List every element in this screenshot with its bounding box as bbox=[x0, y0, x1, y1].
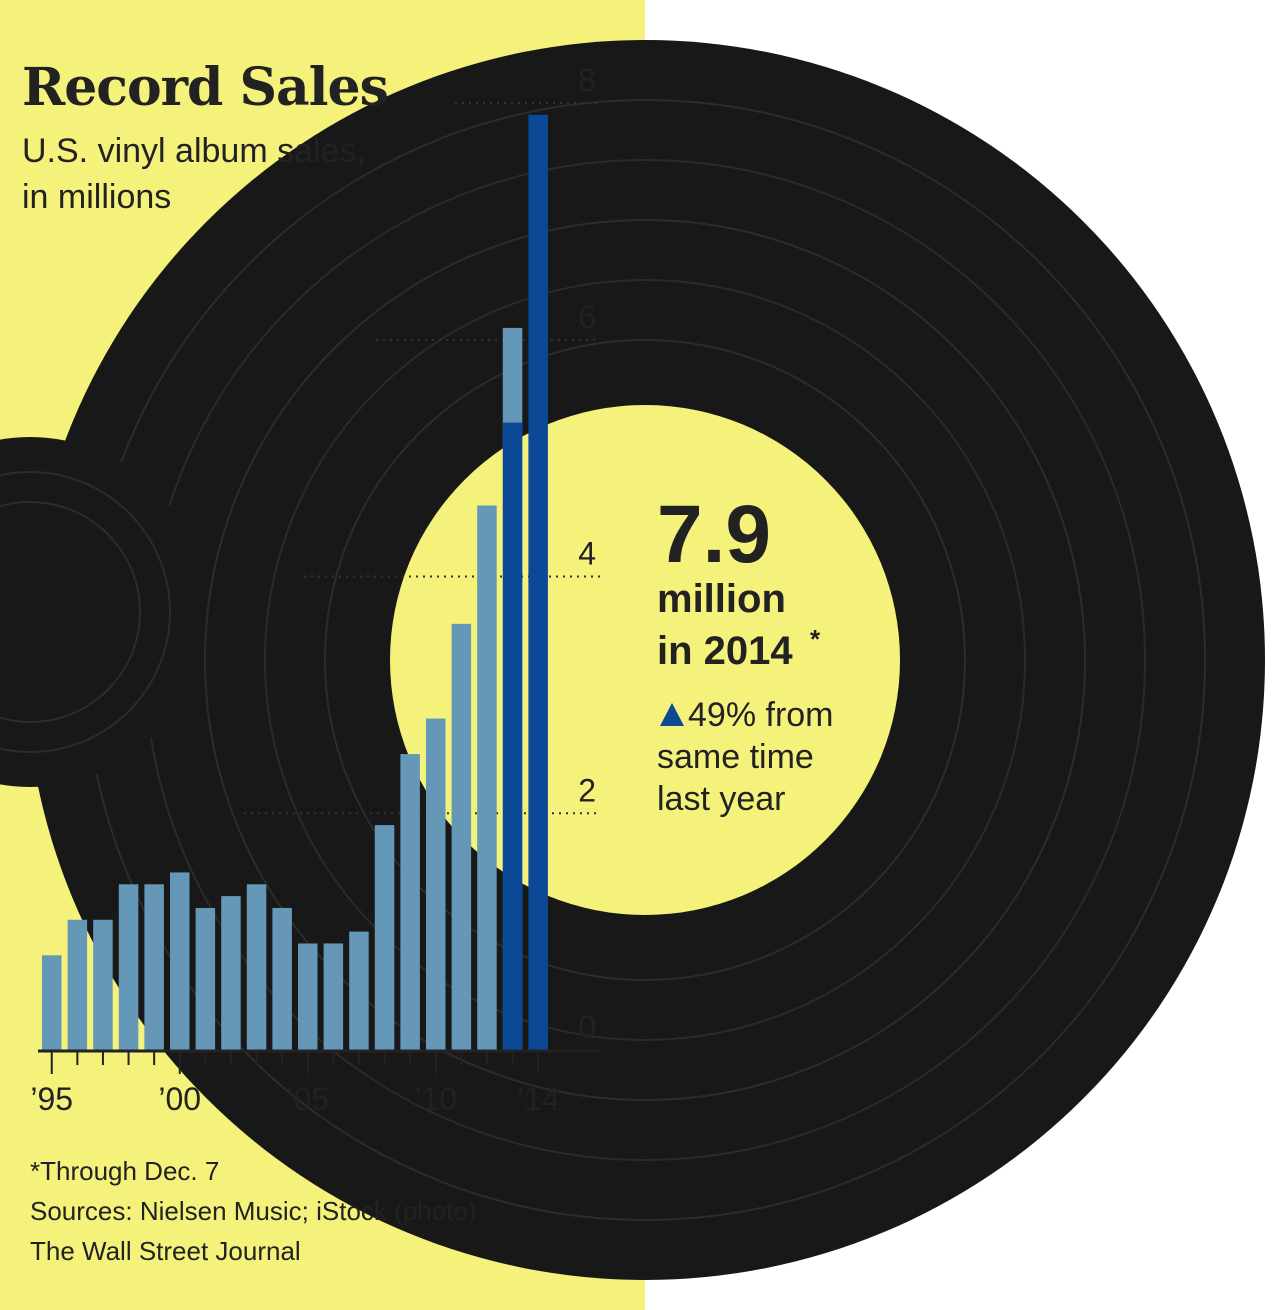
bar-1995 bbox=[42, 955, 62, 1050]
callout-line1: million bbox=[657, 577, 786, 621]
bar-2000 bbox=[170, 872, 190, 1050]
bar-2004 bbox=[272, 907, 292, 1050]
bar-2001 bbox=[195, 907, 216, 1050]
callout-value: 7.9 bbox=[657, 489, 771, 580]
up-triangle-icon bbox=[660, 703, 684, 726]
bar-2008 bbox=[374, 825, 395, 1050]
bar-1997 bbox=[93, 919, 113, 1050]
bar-2014 bbox=[528, 114, 548, 1050]
chart-subtitle-line1: U.S. vinyl album sales, bbox=[22, 132, 366, 170]
bar-2011 bbox=[451, 623, 472, 1050]
footnote-publisher: The Wall Street Journal bbox=[30, 1236, 301, 1266]
chart-title: Record Sales bbox=[22, 57, 388, 118]
bar-overlay-2013 bbox=[502, 422, 523, 1050]
bar-2006 bbox=[323, 943, 344, 1050]
vinyl-record-edge-icon bbox=[0, 437, 205, 787]
y-tick-label: 8 bbox=[578, 62, 596, 98]
x-tick-label: ’05 bbox=[286, 1081, 329, 1117]
footnote-through: *Through Dec. 7 bbox=[30, 1156, 219, 1186]
bar-1999 bbox=[144, 884, 164, 1050]
callout-asterisk: * bbox=[810, 624, 821, 654]
bar-2010 bbox=[426, 718, 446, 1050]
footnote-sources: Sources: Nielsen Music; iStock (photo) bbox=[30, 1196, 477, 1226]
y-tick-label: 4 bbox=[578, 536, 596, 572]
bar-2012 bbox=[477, 505, 497, 1051]
bar-2002 bbox=[221, 896, 241, 1050]
callout-change: 49% from bbox=[688, 696, 834, 734]
callout-change-line2: same time bbox=[657, 738, 814, 776]
bar-2009 bbox=[400, 754, 420, 1050]
y-tick-label: 2 bbox=[578, 772, 596, 808]
bar-2005 bbox=[298, 943, 318, 1050]
y-tick-label: 6 bbox=[578, 299, 596, 335]
bar-1996 bbox=[67, 919, 88, 1050]
callout-change-line3: last year bbox=[657, 780, 786, 818]
bar-2007 bbox=[349, 931, 369, 1050]
bar-1998 bbox=[118, 884, 139, 1050]
x-tick-label: ’95 bbox=[30, 1081, 73, 1117]
bar-2003 bbox=[246, 884, 267, 1050]
vinyl-record-icon bbox=[25, 40, 1265, 1280]
y-tick-label: 0 bbox=[578, 1009, 596, 1045]
x-tick-label: ’10 bbox=[414, 1081, 457, 1117]
x-tick-label: ’14 bbox=[517, 1081, 560, 1117]
x-tick-label: ’00 bbox=[158, 1081, 201, 1117]
callout-line2: in 2014 bbox=[657, 629, 793, 673]
chart-subtitle-line2: in millions bbox=[22, 178, 171, 216]
